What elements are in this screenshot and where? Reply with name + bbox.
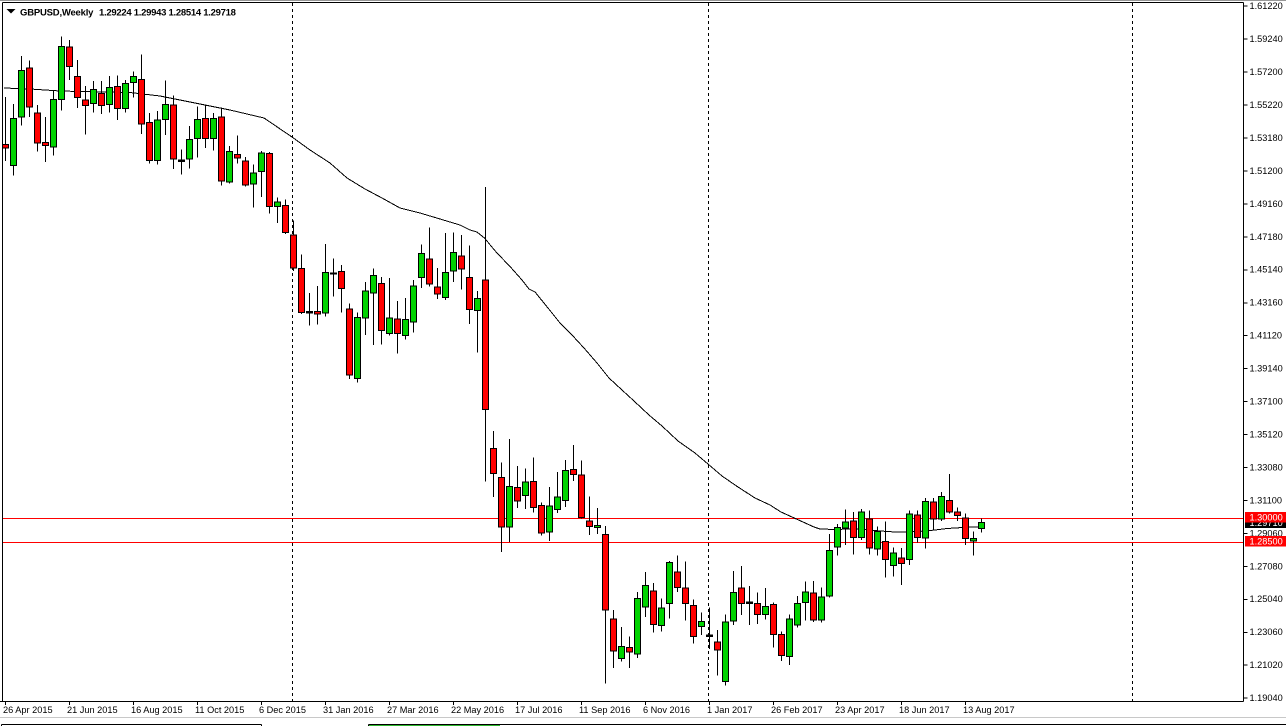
svg-text:1.57200: 1.57200	[1250, 67, 1283, 77]
svg-text:22 May 2016: 22 May 2016	[451, 705, 504, 715]
svg-text:1.59240: 1.59240	[1250, 34, 1283, 44]
svg-text:6 Dec 2015: 6 Dec 2015	[259, 705, 306, 715]
svg-text:27 Mar 2016: 27 Mar 2016	[387, 705, 439, 715]
svg-text:1.31100: 1.31100	[1250, 495, 1283, 505]
svg-text:GBPUSD,Weekly: GBPUSD,Weekly	[20, 8, 94, 19]
svg-text:1.23060: 1.23060	[1250, 627, 1283, 637]
svg-text:1.19040: 1.19040	[1250, 693, 1283, 703]
svg-text:17 Jul 2016: 17 Jul 2016	[515, 705, 563, 715]
svg-text:1.55220: 1.55220	[1250, 100, 1283, 110]
svg-text:1.30000: 1.30000	[1250, 513, 1283, 523]
svg-text:1.47180: 1.47180	[1250, 232, 1283, 242]
svg-text:1.21020: 1.21020	[1250, 660, 1283, 670]
svg-text:1.28500: 1.28500	[1250, 537, 1283, 547]
svg-text:26 Apr 2015: 26 Apr 2015	[3, 705, 53, 715]
svg-text:1.51200: 1.51200	[1250, 166, 1283, 176]
svg-text:6 Nov 2016: 6 Nov 2016	[643, 705, 690, 715]
svg-text:1.29224 1.29943 1.28514 1.2971: 1.29224 1.29943 1.28514 1.29718	[99, 8, 236, 19]
svg-text:26 Feb 2017: 26 Feb 2017	[771, 705, 823, 715]
svg-text:1.41120: 1.41120	[1250, 331, 1283, 341]
svg-text:1.39140: 1.39140	[1250, 364, 1283, 374]
svg-text:1.49160: 1.49160	[1250, 199, 1283, 209]
svg-text:1.29060: 1.29060	[1250, 528, 1283, 538]
svg-text:13 Aug 2017: 13 Aug 2017	[963, 705, 1015, 715]
svg-text:1.29710: 1.29710	[1250, 518, 1283, 528]
svg-text:31 Jan 2016: 31 Jan 2016	[323, 705, 374, 715]
svg-text:11 Oct 2015: 11 Oct 2015	[195, 705, 244, 715]
svg-text:1 Jan 2017: 1 Jan 2017	[707, 705, 752, 715]
svg-text:1.35120: 1.35120	[1250, 429, 1283, 439]
svg-text:18 Jun 2017: 18 Jun 2017	[899, 705, 950, 715]
svg-text:16 Aug 2015: 16 Aug 2015	[131, 705, 183, 715]
svg-text:1.61220: 1.61220	[1250, 1, 1283, 11]
svg-text:1.33080: 1.33080	[1250, 462, 1283, 472]
svg-text:11 Sep 2016: 11 Sep 2016	[579, 705, 630, 715]
svg-text:1.37100: 1.37100	[1250, 397, 1283, 407]
svg-text:23 Apr 2017: 23 Apr 2017	[835, 705, 885, 715]
svg-text:1.27080: 1.27080	[1250, 561, 1283, 571]
svg-text:1.53180: 1.53180	[1250, 133, 1283, 143]
svg-text:1.45140: 1.45140	[1250, 265, 1283, 275]
svg-text:21 Jun 2015: 21 Jun 2015	[67, 705, 118, 715]
svg-text:1.25040: 1.25040	[1250, 594, 1283, 604]
svg-text:1.43160: 1.43160	[1250, 298, 1283, 308]
